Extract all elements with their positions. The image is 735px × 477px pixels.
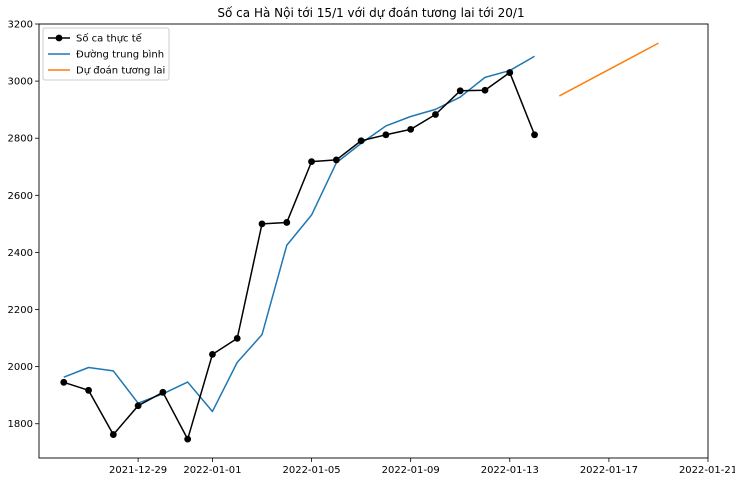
data-point-actual [233,334,241,342]
y-tick-label: 1800 [8,419,33,430]
data-point-actual [60,378,68,386]
data-point-actual [332,156,340,164]
x-tick-label: 2021-12-29 [109,465,167,476]
series-line-forecast [558,42,659,97]
legend: Số ca thực tế Đường trung bình Dự đoán tươ… [42,27,170,81]
data-point-actual [456,87,464,95]
series-layer [60,42,659,443]
y-tick-label: 3200 [8,20,33,31]
legend-label-forecast: Dự đoán tương lai [76,65,165,77]
y-tick-label: 2400 [8,248,33,259]
data-point-actual [531,131,538,139]
data-point-actual [283,219,291,226]
x-axis: 2021-12-29 2022-01-01 2022-01-05 2022-01-09… [109,458,735,476]
y-tick-label: 2800 [8,134,33,145]
y-tick-label: 3000 [8,77,33,88]
data-point-actual [481,86,489,94]
data-point-actual [407,125,415,133]
data-point-actual [209,350,216,358]
series-line-moving-average [63,55,535,413]
x-tick-label: 2022-01-09 [382,465,440,476]
x-tick-label: 2022-01-13 [481,465,539,476]
x-tick-label: 2022-01-01 [183,465,241,476]
legend-label-actual: Số ca thực tế [76,33,143,45]
x-tick-label: 2022-01-17 [580,465,638,476]
data-point-actual [258,220,266,228]
legend-label-moving-average: Đường trung bình [76,49,164,61]
x-tick-label: 2022-01-05 [282,465,340,476]
y-tick-label: 2200 [8,305,33,316]
data-point-actual [432,111,439,118]
x-tick-label: 2022-01-21 [679,465,735,476]
data-point-actual [109,431,117,438]
data-point-actual [357,137,365,145]
y-axis: 1800 2000 2200 2400 2600 2800 3000 3200 [8,20,39,430]
chart-title: Số ca Hà Nội tới 15/1 với dự đoán tương … [217,6,524,20]
y-tick-label: 2600 [8,191,33,202]
data-point-actual [506,69,514,76]
legend-frame [42,27,170,81]
data-point-actual [382,131,390,139]
data-point-actual [184,435,192,443]
data-point-actual [159,388,167,396]
data-point-actual [308,158,315,166]
data-point-actual [85,386,92,394]
series-line-actual [63,71,536,440]
data-point-actual [134,402,142,410]
plot-area [38,23,709,459]
legend-marker-actual [55,34,63,42]
y-tick-label: 2000 [8,362,33,373]
